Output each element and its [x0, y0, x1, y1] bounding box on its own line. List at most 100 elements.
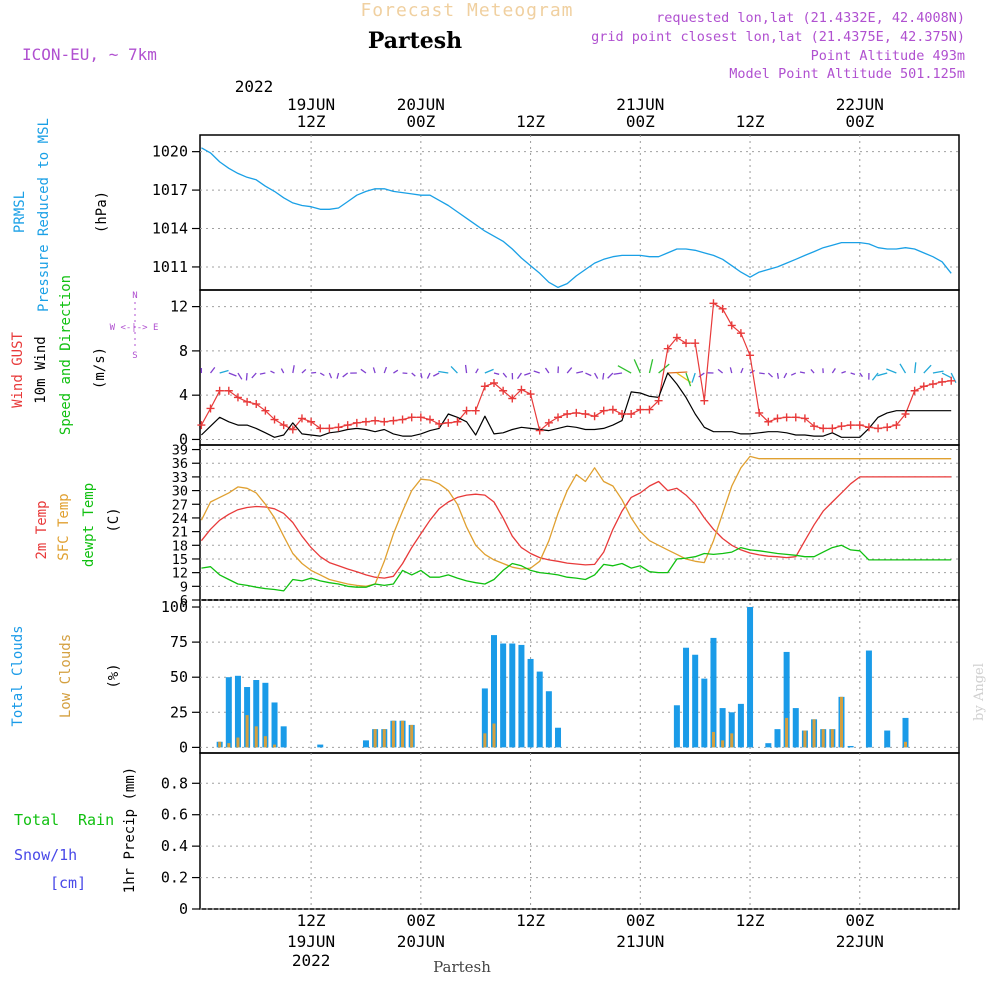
low-cloud-bar: [218, 741, 222, 748]
pressure-y-tick-label: 1014: [152, 220, 188, 238]
precip-y-tick-label: 0.4: [161, 837, 188, 855]
wind-gust-marker: [883, 423, 892, 432]
temp-y-tick-label: 21: [172, 525, 188, 541]
forecast-title: Forecast Meteogram: [360, 0, 573, 21]
wind-direction-arrow: [594, 372, 599, 379]
wind-direction-arrows: [200, 359, 957, 387]
precip-y-tick-label: 0.2: [161, 869, 188, 887]
total-cloud-bar: [737, 703, 744, 748]
precip-y-axis: 0 0.2 0.4 0.6 0.8: [161, 774, 959, 918]
wind-direction-arrow: [850, 372, 856, 375]
wind-gust-marker: [499, 386, 508, 395]
bottom-axis-hour: 00Z: [845, 911, 874, 930]
wind-direction-arrow: [432, 372, 440, 377]
compass-west-east: W <-|-> E: [110, 323, 159, 333]
wind-gust-marker: [700, 396, 709, 405]
low-cloud-bar: [711, 731, 715, 748]
wind-gust-marker: [297, 414, 306, 423]
total-cloud-bar: [545, 691, 552, 748]
total-cloud-bar: [765, 743, 772, 748]
wind-gust-marker: [554, 413, 563, 422]
temp-panel-frame: [199, 444, 960, 601]
wind-gust-marker: [343, 421, 352, 430]
low-cloud-bar: [830, 729, 834, 748]
wind-gust-marker: [471, 406, 480, 415]
wind-direction-arrow: [886, 368, 897, 374]
total-cloud-bar: [701, 678, 708, 748]
wind-direction-arrow: [841, 370, 846, 374]
wind-direction-arrow: [450, 365, 458, 374]
cloud-y-tick-label: 75: [170, 633, 188, 651]
wind-direction-arrow: [259, 372, 266, 375]
bottom-axis-hour: 12Z: [297, 911, 326, 930]
wind-direction-arrow: [617, 365, 632, 374]
cloud-y-tick-label: 50: [170, 668, 188, 686]
wind-direction-arrow: [691, 372, 696, 383]
vertical-gridlines: [310, 135, 861, 909]
wind-gust-marker: [197, 421, 206, 430]
temp-2m-line: [200, 476, 952, 579]
wind-direction-arrow: [776, 372, 780, 379]
temp-dew-label: dewpt Temp: [81, 483, 97, 567]
temp-sfc-line: [200, 455, 952, 587]
bottom-axis-date: 21JUN: [616, 932, 664, 951]
wind-direction-arrow: [633, 359, 641, 374]
total-cloud-bar: [719, 708, 726, 748]
wind-direction-arrow: [209, 366, 216, 374]
wind-gust-marker: [837, 422, 846, 431]
top-axis-date: 21JUN: [616, 95, 664, 114]
wind-direction-arrow: [585, 372, 592, 377]
wind-gust-marker: [398, 415, 407, 424]
model-name: ICON-EU, ~ 7km: [22, 45, 157, 64]
wind-direction-arrow: [493, 372, 500, 375]
location-title: Partesh: [368, 28, 462, 54]
total-cloud-bar: [865, 650, 872, 748]
low-cloud-bar: [492, 723, 496, 748]
wind-gust-marker: [334, 423, 343, 432]
total-cloud-bar: [225, 677, 232, 748]
wind-direction-arrow: [941, 372, 952, 379]
wind-gust-marker: [288, 425, 297, 434]
wind-gust-marker: [864, 423, 873, 432]
total-cloud-bar: [262, 682, 269, 748]
cloud-y-tick-label: 100: [161, 598, 188, 616]
bottom-axis-hour: 00Z: [406, 911, 435, 930]
temp-y-tick-label: 39: [172, 443, 188, 459]
wind-10m-label: 10m Wind: [33, 336, 49, 403]
total-cloud-bar: [509, 643, 516, 748]
wind-gust-marker: [243, 397, 252, 406]
wind-gust-marker: [663, 344, 672, 353]
wind-direction-arrow: [613, 372, 623, 375]
wind-gust-marker: [855, 421, 864, 430]
wind-direction-arrow: [729, 367, 733, 374]
wind-gust-marker: [718, 304, 727, 313]
wind-y-tick-label: 0: [179, 430, 188, 448]
cloud-bars: [216, 607, 909, 748]
wind-gust-marker: [480, 382, 489, 391]
compass-north: N: [132, 291, 137, 301]
top-axis-hour: 00Z: [406, 112, 435, 131]
wind-direction-arrow: [219, 369, 229, 374]
wind-gust-marker: [535, 426, 544, 435]
total-cloud-bar: [500, 643, 507, 748]
wind-gust-marker: [874, 424, 883, 433]
total-cloud-bar: [481, 688, 488, 748]
total-cloud-bar: [902, 717, 909, 748]
wind-gust-marker: [307, 417, 316, 426]
wind-direction-arrow: [251, 372, 257, 379]
low-cloud-bar: [373, 729, 377, 748]
total-rain-label-rain: Rain: [78, 811, 114, 829]
temp-y-tick-label: 9: [180, 579, 188, 595]
wind-direction-arrow: [393, 369, 399, 374]
total-cloud-bar: [747, 607, 754, 748]
wind-direction-arrow: [648, 359, 654, 374]
wind-direction-arrow: [319, 372, 325, 377]
wind-gust-marker: [810, 422, 819, 431]
temp-series: [200, 455, 952, 592]
bottom-axis-hour: 00Z: [626, 911, 655, 930]
pressure-unit: (hPa): [94, 191, 110, 233]
precip-y-tick-label: 0: [179, 900, 188, 918]
low-cloud-bar: [382, 729, 386, 748]
